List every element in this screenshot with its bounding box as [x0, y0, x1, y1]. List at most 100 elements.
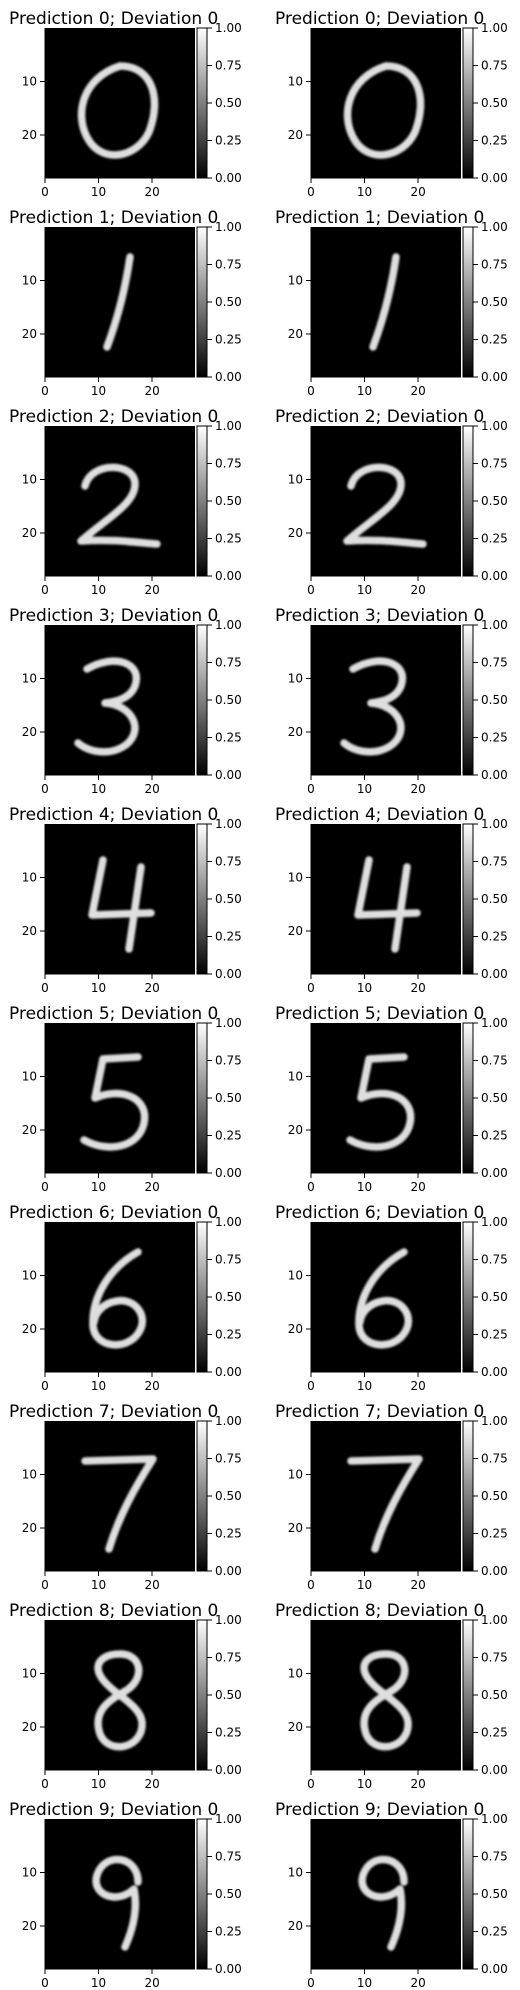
colorbar-tick-label: 0.25: [481, 1129, 508, 1143]
colorbar-tick-label: 1.00: [481, 21, 508, 35]
digit-image: [343, 463, 427, 548]
image-background: [311, 824, 461, 974]
colorbar-tick-label: 0.50: [481, 1688, 508, 1702]
colorbar-tick-label: 1.00: [215, 618, 242, 632]
colorbar-tick-label: 0.00: [215, 569, 242, 583]
panel-title: Prediction 6; Deviation 0: [275, 1203, 484, 1223]
colorbar-tick-label: 0.00: [215, 1365, 242, 1379]
x-tick-label: 20: [145, 782, 160, 796]
digit-image: [355, 1248, 413, 1349]
panel-title: Prediction 8; Deviation 0: [275, 1601, 484, 1621]
digit-stroke: [343, 62, 425, 159]
colorbar-tick-label: 0.00: [481, 1564, 508, 1578]
digit-image: [94, 1650, 146, 1751]
x-tick-label: 20: [411, 1578, 426, 1592]
x-tick-label: 0: [307, 1976, 315, 1990]
panel-5: Prediction 2; Deviation 0 0 10 20 10 20 1.00 0.…: [275, 407, 508, 597]
panel-title: Prediction 6; Deviation 0: [9, 1203, 218, 1223]
x-tick-label: 20: [145, 185, 160, 199]
colorbar-tick-label: 1.00: [215, 1215, 242, 1229]
colorbar-tick-label: 1.00: [481, 220, 508, 234]
y-tick-label: 20: [22, 725, 37, 739]
digit-image: [74, 657, 141, 756]
digit-image: [346, 1053, 415, 1151]
x-tick-label: 10: [91, 185, 106, 199]
x-tick-label: 20: [145, 1976, 160, 1990]
colorbar-tick-label: 0.00: [215, 1763, 242, 1777]
x-tick-label: 0: [41, 1578, 49, 1592]
x-tick-label: 20: [145, 384, 160, 398]
panel-title: Prediction 5; Deviation 0: [9, 1004, 218, 1024]
x-tick-label: 10: [357, 1578, 372, 1592]
colorbar: [462, 1619, 474, 1771]
x-tick-label: 10: [91, 1777, 106, 1791]
x-tick-label: 20: [145, 1379, 160, 1393]
colorbar-tick-label: 0.50: [481, 295, 508, 309]
y-tick-label: 20: [288, 1919, 303, 1933]
colorbar-tick-label: 1.00: [215, 21, 242, 35]
x-tick-label: 20: [411, 981, 426, 995]
digit-image: [354, 856, 421, 953]
digit-image: [81, 1455, 157, 1553]
colorbar-tick-label: 0.75: [215, 1054, 242, 1068]
digit-stroke: [80, 1053, 149, 1151]
colorbar-tick-label: 0.75: [481, 1054, 508, 1068]
colorbar-tick-label: 0.50: [215, 1887, 242, 1901]
colorbar-tick-label: 0.50: [481, 892, 508, 906]
colorbar: [196, 624, 208, 776]
x-tick-label: 0: [307, 1578, 315, 1592]
x-tick-label: 0: [41, 583, 49, 597]
panel-2: Prediction 1; Deviation 0 0 10 20 10 20 1.00 0.…: [9, 208, 242, 398]
x-tick-label: 10: [357, 981, 372, 995]
digit-stroke: [94, 1650, 146, 1751]
y-tick-label: 20: [22, 1919, 37, 1933]
colorbar-tick-label: 0.00: [215, 370, 242, 384]
panel-title: Prediction 8; Deviation 0: [9, 1601, 218, 1621]
colorbar-tick-label: 1.00: [481, 817, 508, 831]
digit-stroke: [88, 856, 155, 953]
y-tick-label: 20: [288, 924, 303, 938]
colorbar-tick-label: 0.25: [481, 532, 508, 546]
x-tick-label: 0: [41, 1180, 49, 1194]
panel-4: Prediction 2; Deviation 0 0 10 20 10 20 1.00 0.…: [9, 407, 242, 597]
colorbar: [196, 27, 208, 179]
x-tick-label: 10: [91, 384, 106, 398]
colorbar-tick-label: 0.25: [481, 731, 508, 745]
colorbar-tick-label: 0.25: [481, 333, 508, 347]
digit-stroke: [77, 463, 161, 548]
panel-title: Prediction 2; Deviation 0: [275, 407, 484, 427]
colorbar: [196, 1221, 208, 1373]
digit-stroke: [355, 1248, 413, 1349]
y-tick-label: 20: [22, 924, 37, 938]
x-tick-label: 10: [91, 1379, 106, 1393]
x-tick-label: 20: [411, 583, 426, 597]
colorbar: [196, 1818, 208, 1970]
colorbar-tick-label: 0.25: [481, 1527, 508, 1541]
digit-image: [77, 62, 159, 159]
colorbar-tick-label: 0.75: [215, 855, 242, 869]
x-tick-label: 10: [357, 185, 372, 199]
colorbar-tick-label: 0.00: [215, 1962, 242, 1976]
colorbar-tick-label: 0.75: [481, 855, 508, 869]
x-tick-label: 0: [41, 185, 49, 199]
x-tick-label: 20: [145, 1777, 160, 1791]
colorbar: [462, 1221, 474, 1373]
panels-root: Prediction 0; Deviation 0 0 10 20 10 20 1.00 0.…: [9, 9, 508, 1990]
x-tick-label: 20: [145, 1578, 160, 1592]
colorbar-tick-label: 0.00: [215, 768, 242, 782]
y-tick-label: 10: [22, 274, 37, 288]
panel-title: Prediction 3; Deviation 0: [9, 606, 218, 626]
colorbar-tick-label: 0.25: [215, 532, 242, 546]
panel-title: Prediction 4; Deviation 0: [275, 805, 484, 825]
colorbar-tick-label: 0.75: [481, 1850, 508, 1864]
colorbar: [196, 226, 208, 378]
digit-image: [343, 62, 425, 159]
y-tick-label: 10: [22, 75, 37, 89]
colorbar-tick-label: 1.00: [215, 1812, 242, 1826]
colorbar-tick-label: 0.75: [481, 457, 508, 471]
y-tick-label: 10: [22, 473, 37, 487]
y-tick-label: 20: [22, 128, 37, 142]
y-tick-label: 10: [288, 75, 303, 89]
colorbar: [462, 1818, 474, 1970]
colorbar-tick-label: 0.75: [215, 258, 242, 272]
